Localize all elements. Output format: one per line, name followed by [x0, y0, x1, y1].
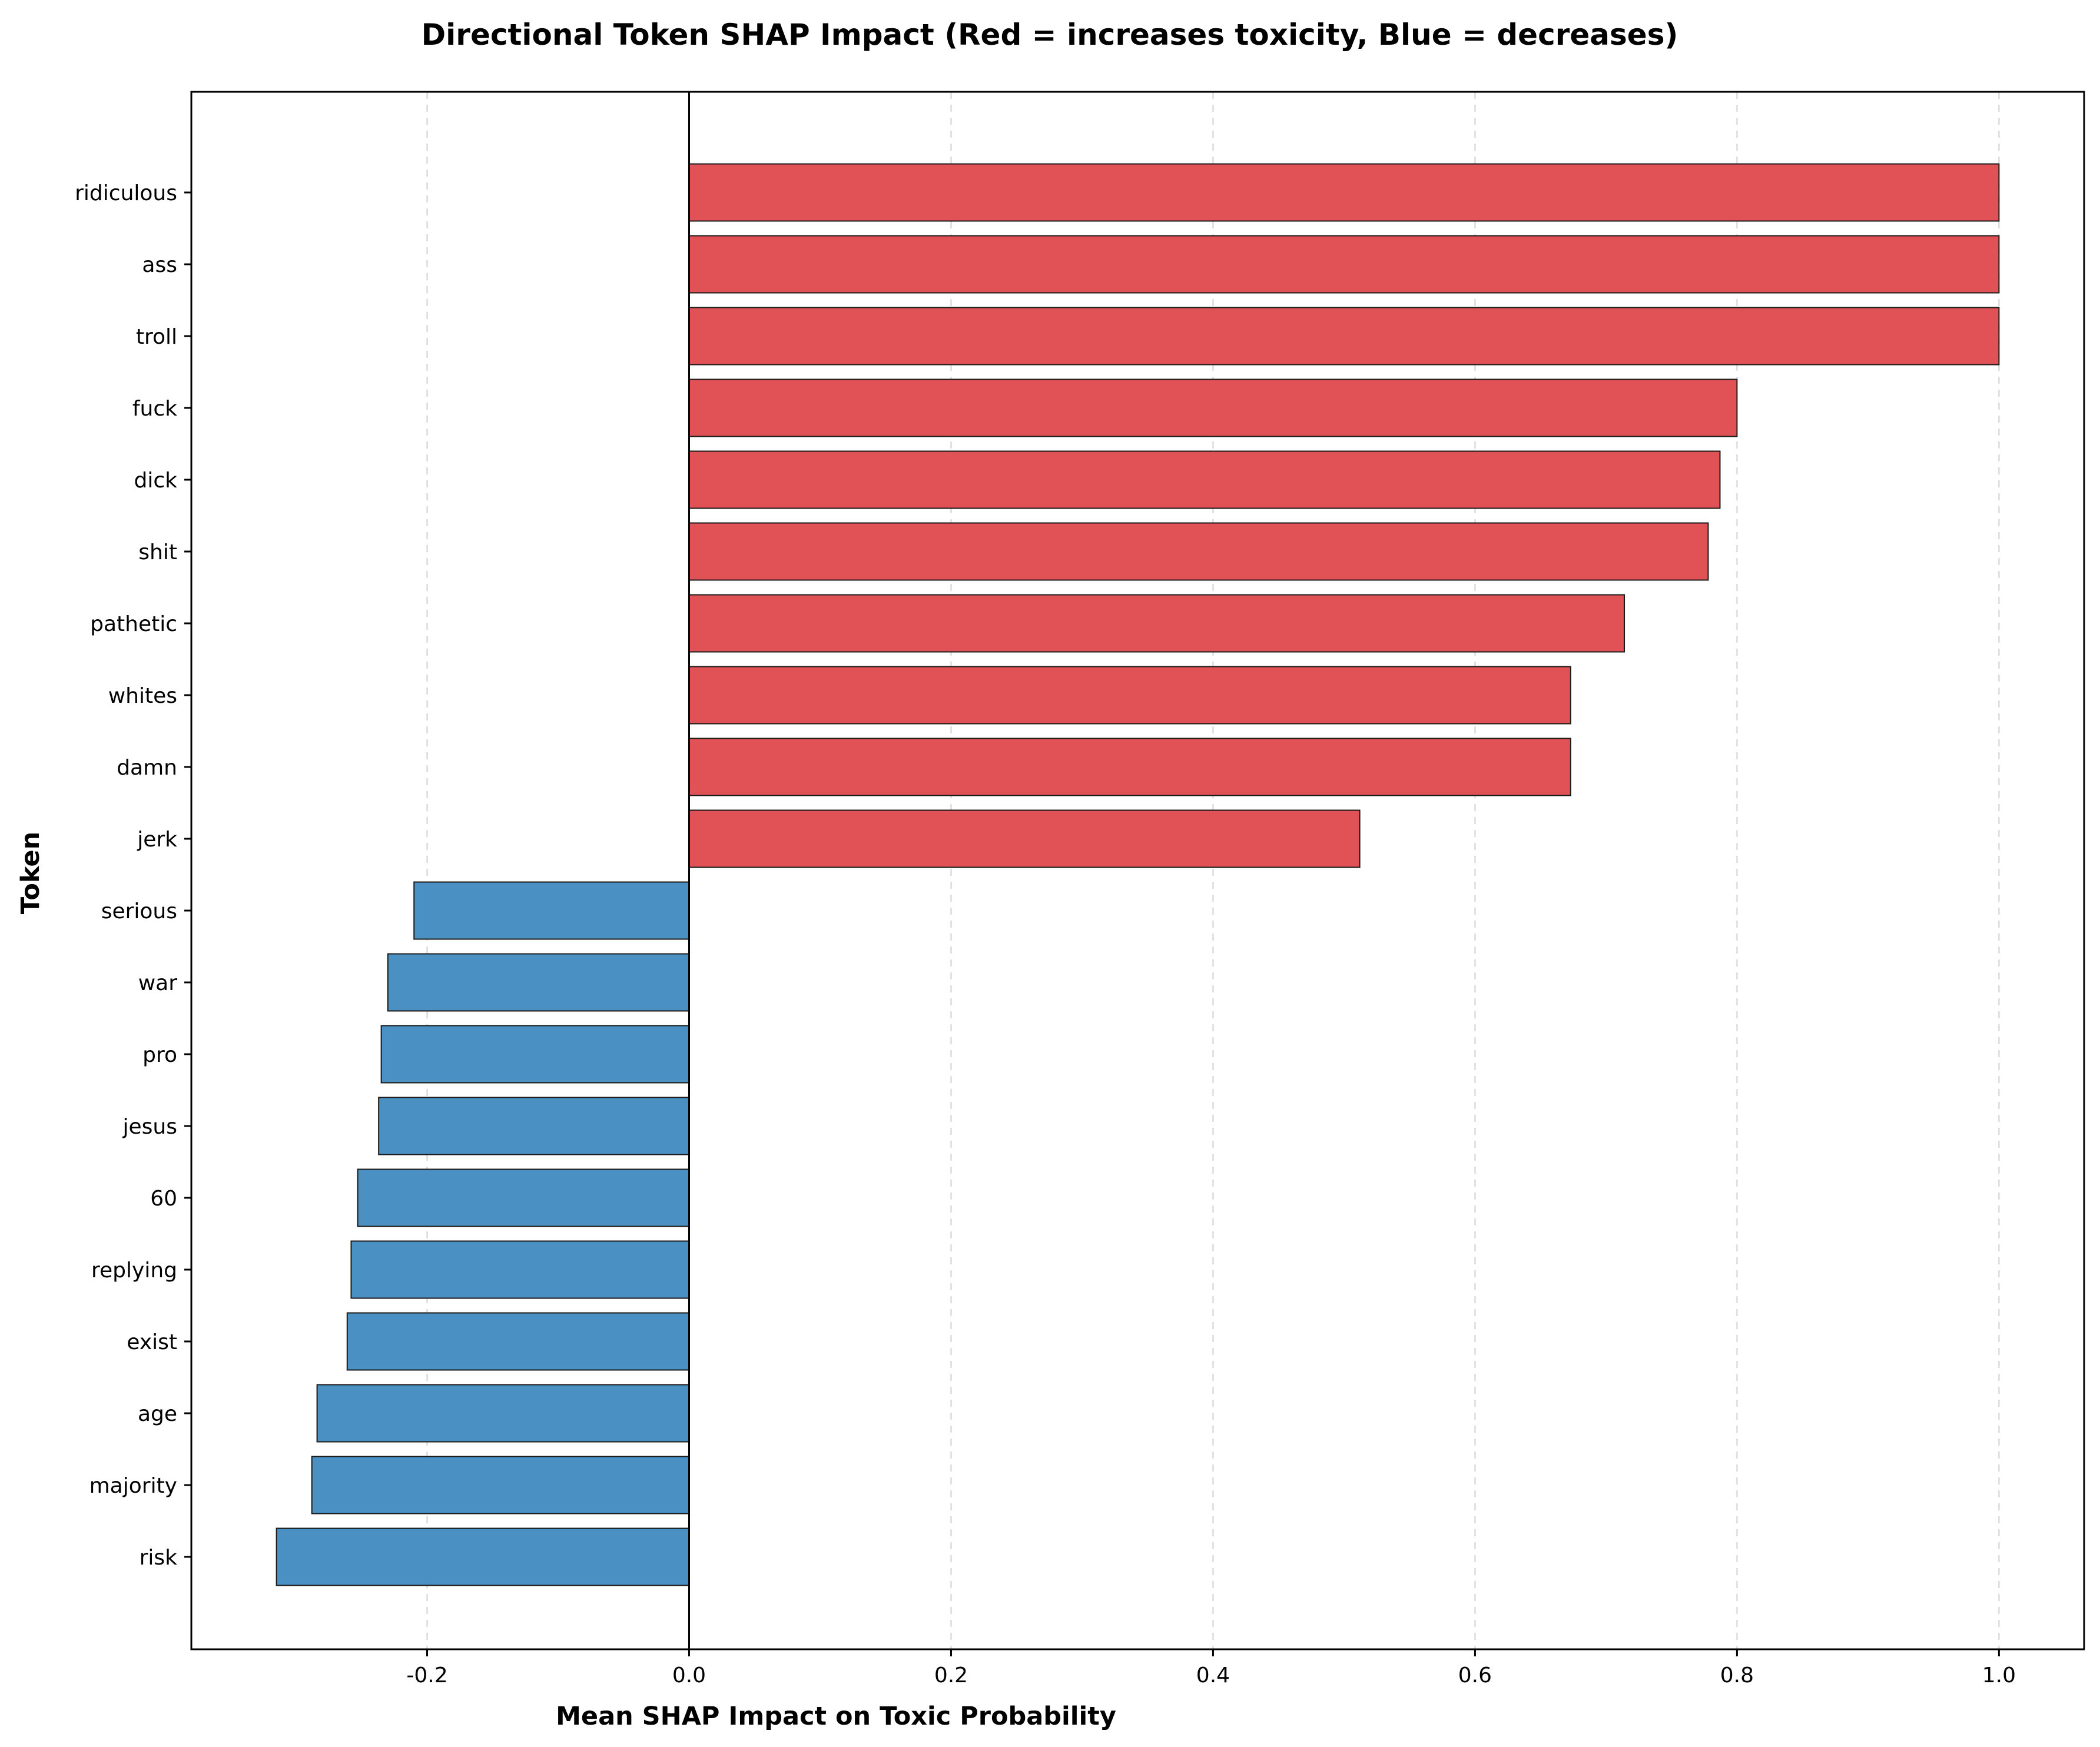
bar-pro [380, 1025, 690, 1084]
x-tick-label: 0.6 [1458, 1663, 1492, 1688]
x-tick-label: 0.4 [1196, 1663, 1230, 1688]
bar-jerk [688, 809, 1361, 868]
bars [276, 163, 2000, 1586]
plot-frame [190, 91, 2085, 1650]
bar-war [387, 953, 690, 1012]
bar-ass [688, 235, 2000, 294]
bar-damn [688, 738, 1571, 796]
bar-60 [357, 1168, 690, 1227]
bar-majority [311, 1456, 690, 1514]
y-tick-label: damn [117, 756, 177, 780]
y-tick-label: troll [136, 325, 177, 349]
x-tick-label: 1.0 [1982, 1663, 2016, 1688]
y-tick-label: fuck [132, 397, 177, 421]
y-tick-label: shit [138, 540, 177, 564]
y-tick-label: whites [108, 684, 177, 708]
bar-serious [413, 881, 690, 940]
bar-pathetic [688, 594, 1625, 653]
y-axis-ticks: ridiculous ass troll fuck dick shit pathetic wh… [75, 181, 191, 1570]
x-tick-label: -0.2 [406, 1663, 447, 1688]
y-tick-label: dick [134, 469, 178, 493]
x-tick-label: 0.2 [934, 1663, 968, 1688]
bar-whites [688, 666, 1571, 725]
bar-fuck [688, 378, 1738, 437]
y-axis-label: Token [16, 832, 45, 914]
y-tick-label: pathetic [90, 612, 177, 636]
x-tick-label: 0.0 [672, 1663, 706, 1688]
y-tick-label: majority [89, 1474, 177, 1498]
y-tick-label: ass [142, 253, 177, 277]
y-tick-label: jerk [137, 828, 177, 852]
y-tick-label: risk [140, 1546, 178, 1570]
bar-risk [276, 1527, 690, 1586]
bar-replying [350, 1240, 690, 1299]
bar-ridiculous [688, 163, 2000, 222]
y-tick-label: war [138, 971, 178, 995]
y-tick-label: 60 [150, 1187, 177, 1211]
y-tick-label: age [138, 1402, 177, 1426]
y-tick-label: jesus [122, 1115, 177, 1139]
bar-troll [688, 307, 2000, 366]
bar-age [316, 1384, 690, 1443]
x-axis-ticks: -0.2 0.0 0.2 0.4 0.6 0.8 1.0 [406, 1649, 2016, 1688]
bar-shit [688, 522, 1709, 581]
y-tick-label: serious [101, 899, 177, 924]
x-tick-label: 0.8 [1720, 1663, 1754, 1688]
bar-dick [688, 450, 1721, 509]
y-tick-label: replying [91, 1258, 177, 1283]
y-tick-label: exist [127, 1330, 177, 1354]
x-axis-label: Mean SHAP Impact on Toxic Probability [556, 1702, 1116, 1731]
y-tick-label: ridiculous [75, 181, 177, 205]
bar-jesus [378, 1097, 690, 1155]
bar-exist [346, 1312, 690, 1371]
chart-title: Directional Token SHAP Impact (Red = inc… [422, 18, 1678, 52]
y-tick-label: pro [142, 1043, 177, 1067]
